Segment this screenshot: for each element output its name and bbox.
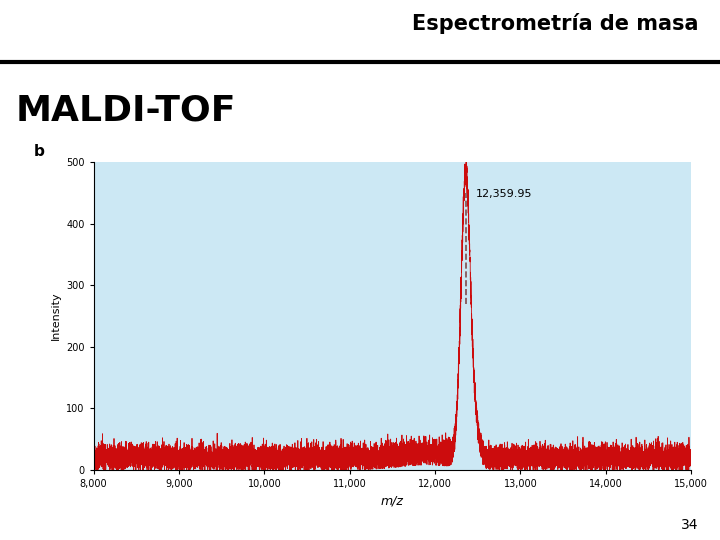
Text: 34: 34: [681, 518, 698, 532]
Text: MALDI-TOF: MALDI-TOF: [16, 94, 236, 127]
Text: b: b: [34, 144, 45, 159]
Text: 12,359.95: 12,359.95: [476, 189, 533, 199]
Text: Espectrometría de masa: Espectrometría de masa: [412, 13, 698, 34]
Y-axis label: Intensity: Intensity: [50, 292, 60, 340]
X-axis label: m/z: m/z: [381, 495, 404, 508]
